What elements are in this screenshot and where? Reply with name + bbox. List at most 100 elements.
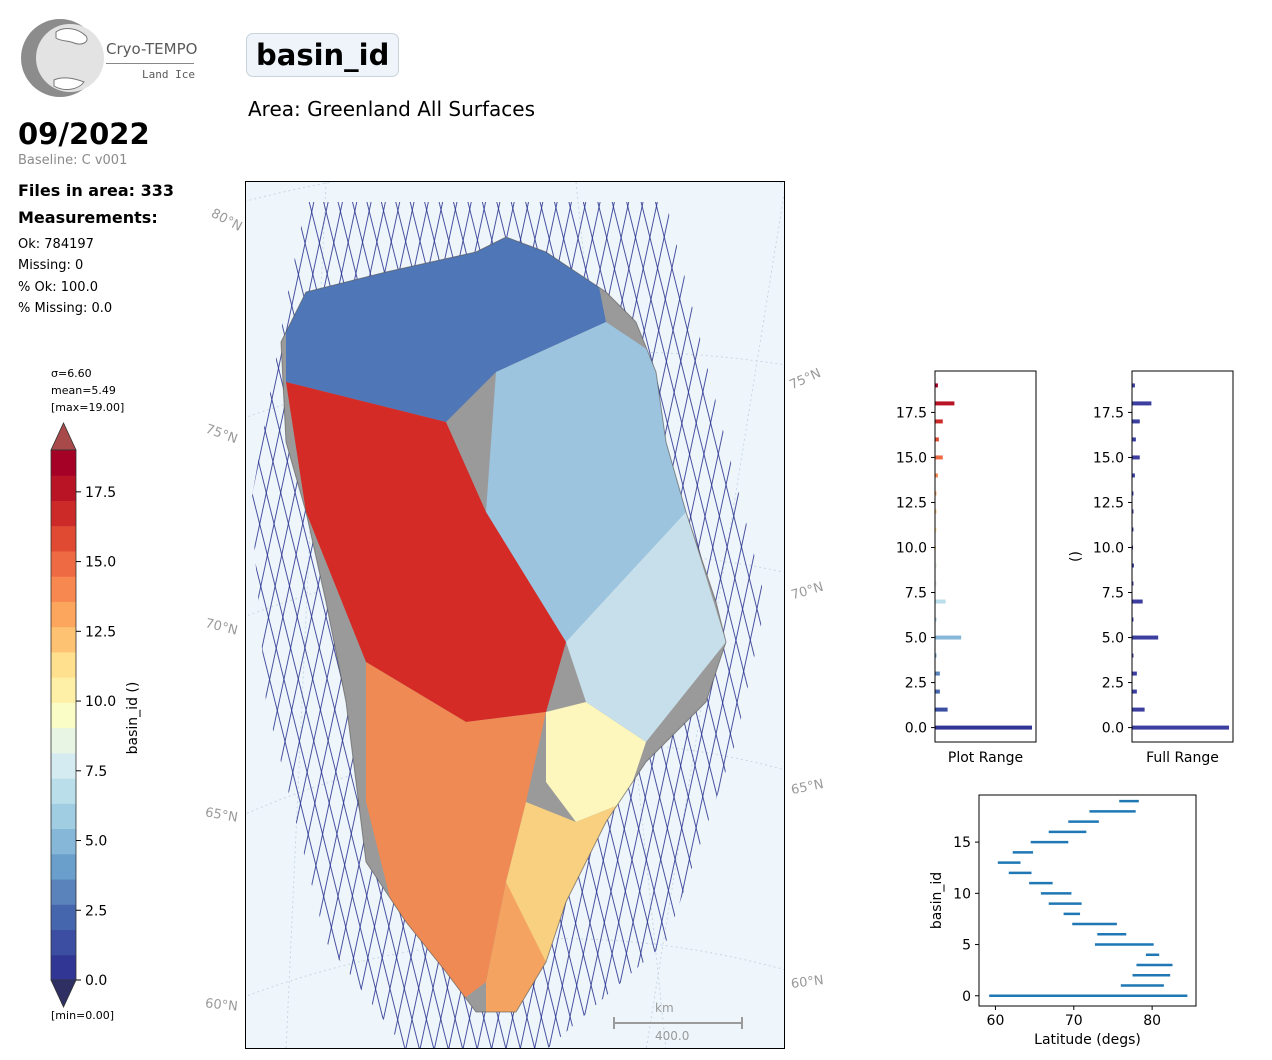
histogram-bar	[1132, 419, 1140, 424]
files-count: Files in area: 333	[18, 181, 174, 200]
lat-label-right-60: 60°N	[790, 973, 825, 992]
lat-label-left-60: 60°N	[204, 996, 239, 1015]
colorbar-mean: mean=5.49	[51, 384, 116, 397]
colorbar-swatch	[51, 550, 76, 577]
colorbar-swatch	[51, 853, 76, 880]
histogram-ytick-label: 0.0	[905, 721, 927, 737]
latitude-ytick-label: 15	[953, 835, 971, 851]
colorbar-outline	[50, 449, 77, 981]
latitude-range-chart: 60 70 80 0 5 10 15 Latitude (degs) basin_id	[929, 794, 1197, 1048]
colorbar-under-arrow	[50, 979, 77, 1008]
latitude-xtick-label: 60	[987, 1013, 1005, 1029]
colorbar-swatch	[51, 778, 76, 804]
pct-ok: % Ok: 100.0	[18, 280, 98, 295]
histogram-bar	[935, 599, 946, 604]
pct-missing: % Missing: 0.0	[18, 301, 113, 316]
histogram-bar	[1132, 383, 1135, 388]
scalebar-unit: km	[655, 1001, 674, 1015]
histogram-bar	[935, 671, 940, 676]
lat-label-right-70: 70°N	[789, 579, 826, 604]
colorbar-tick-label: 7.5	[85, 764, 107, 780]
histogram-plot-range: 0.0 2.5 5.0 7.5 10.0 12.5 15.0 17.5 Plot Range	[896, 370, 1037, 766]
colorbar-swatch	[51, 879, 76, 905]
colorbar-swatch	[51, 803, 76, 830]
histogram-bar	[1132, 509, 1134, 514]
latitude-ytick-label: 10	[953, 886, 971, 902]
colorbar-sigma: σ=6.60	[51, 367, 92, 380]
histogram-bar	[1132, 581, 1134, 586]
histogram-bar	[935, 437, 939, 442]
histogram-bar	[1132, 563, 1134, 568]
colorbar-swatch	[51, 954, 76, 981]
histogram-bar	[1132, 527, 1134, 532]
histogram-bar	[935, 725, 1032, 730]
histogram-ylabel: ()	[1068, 551, 1084, 562]
histogram-bar	[1132, 491, 1134, 496]
histogram-bar	[1132, 653, 1134, 658]
lat-label-left-70: 70°N	[203, 616, 240, 639]
area-label: Area: Greenland All Surfaces	[248, 97, 535, 121]
histogram-bar	[1132, 707, 1145, 712]
histogram-bar	[935, 509, 937, 514]
colorbar-min: [min=0.00]	[51, 1009, 115, 1022]
histogram-ytick-label: 5.0	[1102, 631, 1124, 647]
lat-label-right-65: 65°N	[789, 777, 825, 798]
histogram-bar	[935, 383, 938, 388]
latitude-xtick-label: 80	[1143, 1013, 1161, 1029]
histogram-bar	[1132, 473, 1135, 478]
colorbar-tick-label: 5.0	[85, 834, 107, 850]
histogram-bar	[935, 491, 937, 496]
greenland-map	[246, 182, 784, 1048]
histogram-ytick-label: 2.5	[905, 676, 927, 692]
colorbar-swatch	[51, 500, 76, 527]
histogram-xlabel: Full Range	[1146, 750, 1219, 766]
latitude-xtick-label: 70	[1065, 1013, 1083, 1029]
histogram-bar	[935, 707, 948, 712]
colorbar-swatch	[51, 450, 76, 476]
histogram-bar	[935, 527, 937, 532]
latitude-ytick-label: 5	[962, 938, 971, 954]
colorbar-tick-label: 0.0	[85, 973, 107, 989]
histogram-ytick-label: 2.5	[1102, 676, 1124, 692]
colorbar-label: basin_id ()	[125, 682, 141, 755]
baseline-label: Baseline: C v001	[18, 153, 128, 168]
histogram-ytick-label: 10.0	[896, 540, 927, 556]
colorbar: 0.0 2.5 5.0 7.5 10.0 12.5 15.0 17.5 basin_id ()	[50, 422, 141, 1008]
histogram-bar	[1132, 671, 1137, 676]
histogram-ytick-label: 5.0	[905, 631, 927, 647]
histogram-ytick-label: 15.0	[1093, 450, 1124, 466]
logo-subtitle: Land Ice	[142, 68, 195, 81]
colorbar-tick-label: 17.5	[85, 485, 116, 501]
map-panel	[245, 181, 785, 1049]
colorbar-swatch	[51, 929, 76, 956]
measurements-heading: Measurements:	[18, 208, 158, 227]
latitude-axes-frame	[978, 794, 1197, 1007]
histogram-bar	[935, 581, 937, 586]
histogram-bar	[935, 617, 937, 622]
lat-label-left-75: 75°N	[203, 421, 240, 448]
histogram-ytick-label: 12.5	[896, 495, 927, 511]
colorbar-tick-label: 15.0	[85, 555, 116, 571]
colorbar-tick-label: 10.0	[85, 694, 116, 710]
colorbar-swatch	[51, 525, 76, 552]
date-label: 09/2022	[18, 117, 150, 151]
histogram-bar	[935, 653, 937, 658]
lat-label-left-80: 80°N	[208, 206, 245, 235]
histogram-ytick-label: 15.0	[896, 450, 927, 466]
logo-title: Cryo-TEMPO	[106, 40, 198, 58]
histogram-bar	[935, 401, 955, 406]
histogram-bar	[935, 689, 940, 694]
latitude-xlabel: Latitude (degs)	[1034, 1032, 1141, 1048]
colorbar-swatch	[51, 727, 76, 754]
colorbar-swatch	[51, 626, 76, 653]
page-title: basin_id	[246, 33, 400, 77]
colorbar-swatch	[51, 702, 76, 729]
histogram-ytick-label: 17.5	[1093, 405, 1124, 421]
histogram-ytick-label: 10.0	[1093, 540, 1124, 556]
histogram-bar	[935, 563, 937, 568]
scalebar-value: 400.0	[655, 1029, 690, 1043]
colorbar-swatch	[51, 651, 76, 678]
histogram-ytick-label: 7.5	[905, 586, 927, 602]
colorbar-over-arrow	[50, 422, 77, 451]
histogram-bar	[935, 473, 938, 478]
